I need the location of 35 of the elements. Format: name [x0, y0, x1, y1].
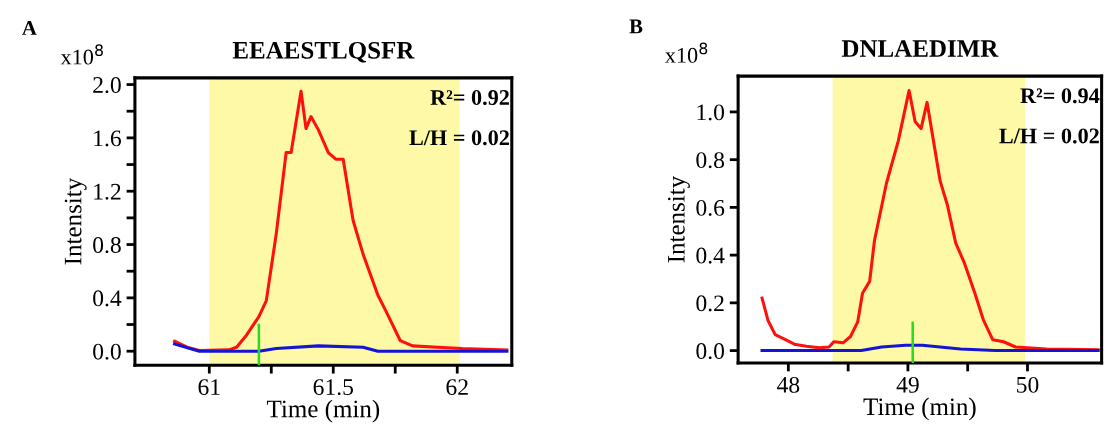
- y-tick-label: 1.6: [94, 130, 122, 147]
- y-tick-label: 0.6: [696, 199, 725, 216]
- x-tick-label: 48: [777, 376, 800, 393]
- x-tick-label: 61: [198, 379, 220, 396]
- y-tick-label: 0.0: [93, 343, 121, 360]
- x-axis-title: Time (min): [266, 399, 380, 423]
- y-tick-label: 0.4: [696, 247, 725, 264]
- text: B: [629, 19, 643, 34]
- line-series: [173, 89, 509, 353]
- y-tick-label: 1.0: [697, 104, 725, 121]
- chart-title: DNLAEDIMR: [841, 40, 999, 57]
- y-axis-title: Intensity: [64, 177, 87, 265]
- x-tick-label: 49: [896, 376, 919, 393]
- line-series: [173, 342, 509, 353]
- y-tick-label: 0.4: [93, 290, 122, 307]
- text: x10$^{8}$: [665, 42, 708, 63]
- x-tick-label: 61.5: [313, 379, 354, 396]
- y-tick-label: 0.2: [696, 295, 724, 312]
- text: x10$^{8}$: [60, 44, 103, 65]
- annotation: L/H = 0.02: [999, 128, 1099, 144]
- y-tick-label: 0.0: [696, 343, 725, 360]
- y-tick-label: 0.8: [93, 237, 121, 254]
- annotation: R²= 0.92: [430, 90, 509, 106]
- y-tick-label: 2.0: [93, 77, 121, 94]
- annotation: R²= 0.94: [1020, 88, 1100, 104]
- y-tick-label: 1.2: [94, 183, 121, 200]
- x-tick-label: 62: [446, 379, 468, 396]
- y-tick-label: 0.8: [696, 152, 725, 169]
- x-axis-title: Time (min): [863, 397, 976, 421]
- annotation: L/H = 0.02: [409, 130, 509, 146]
- line-series: [760, 88, 1100, 352]
- y-axis-title: Intensity: [667, 175, 690, 263]
- chart-title: EEAESTLQSFR: [232, 41, 415, 63]
- text: A: [22, 21, 37, 35]
- x-tick-label: 50: [1017, 376, 1039, 393]
